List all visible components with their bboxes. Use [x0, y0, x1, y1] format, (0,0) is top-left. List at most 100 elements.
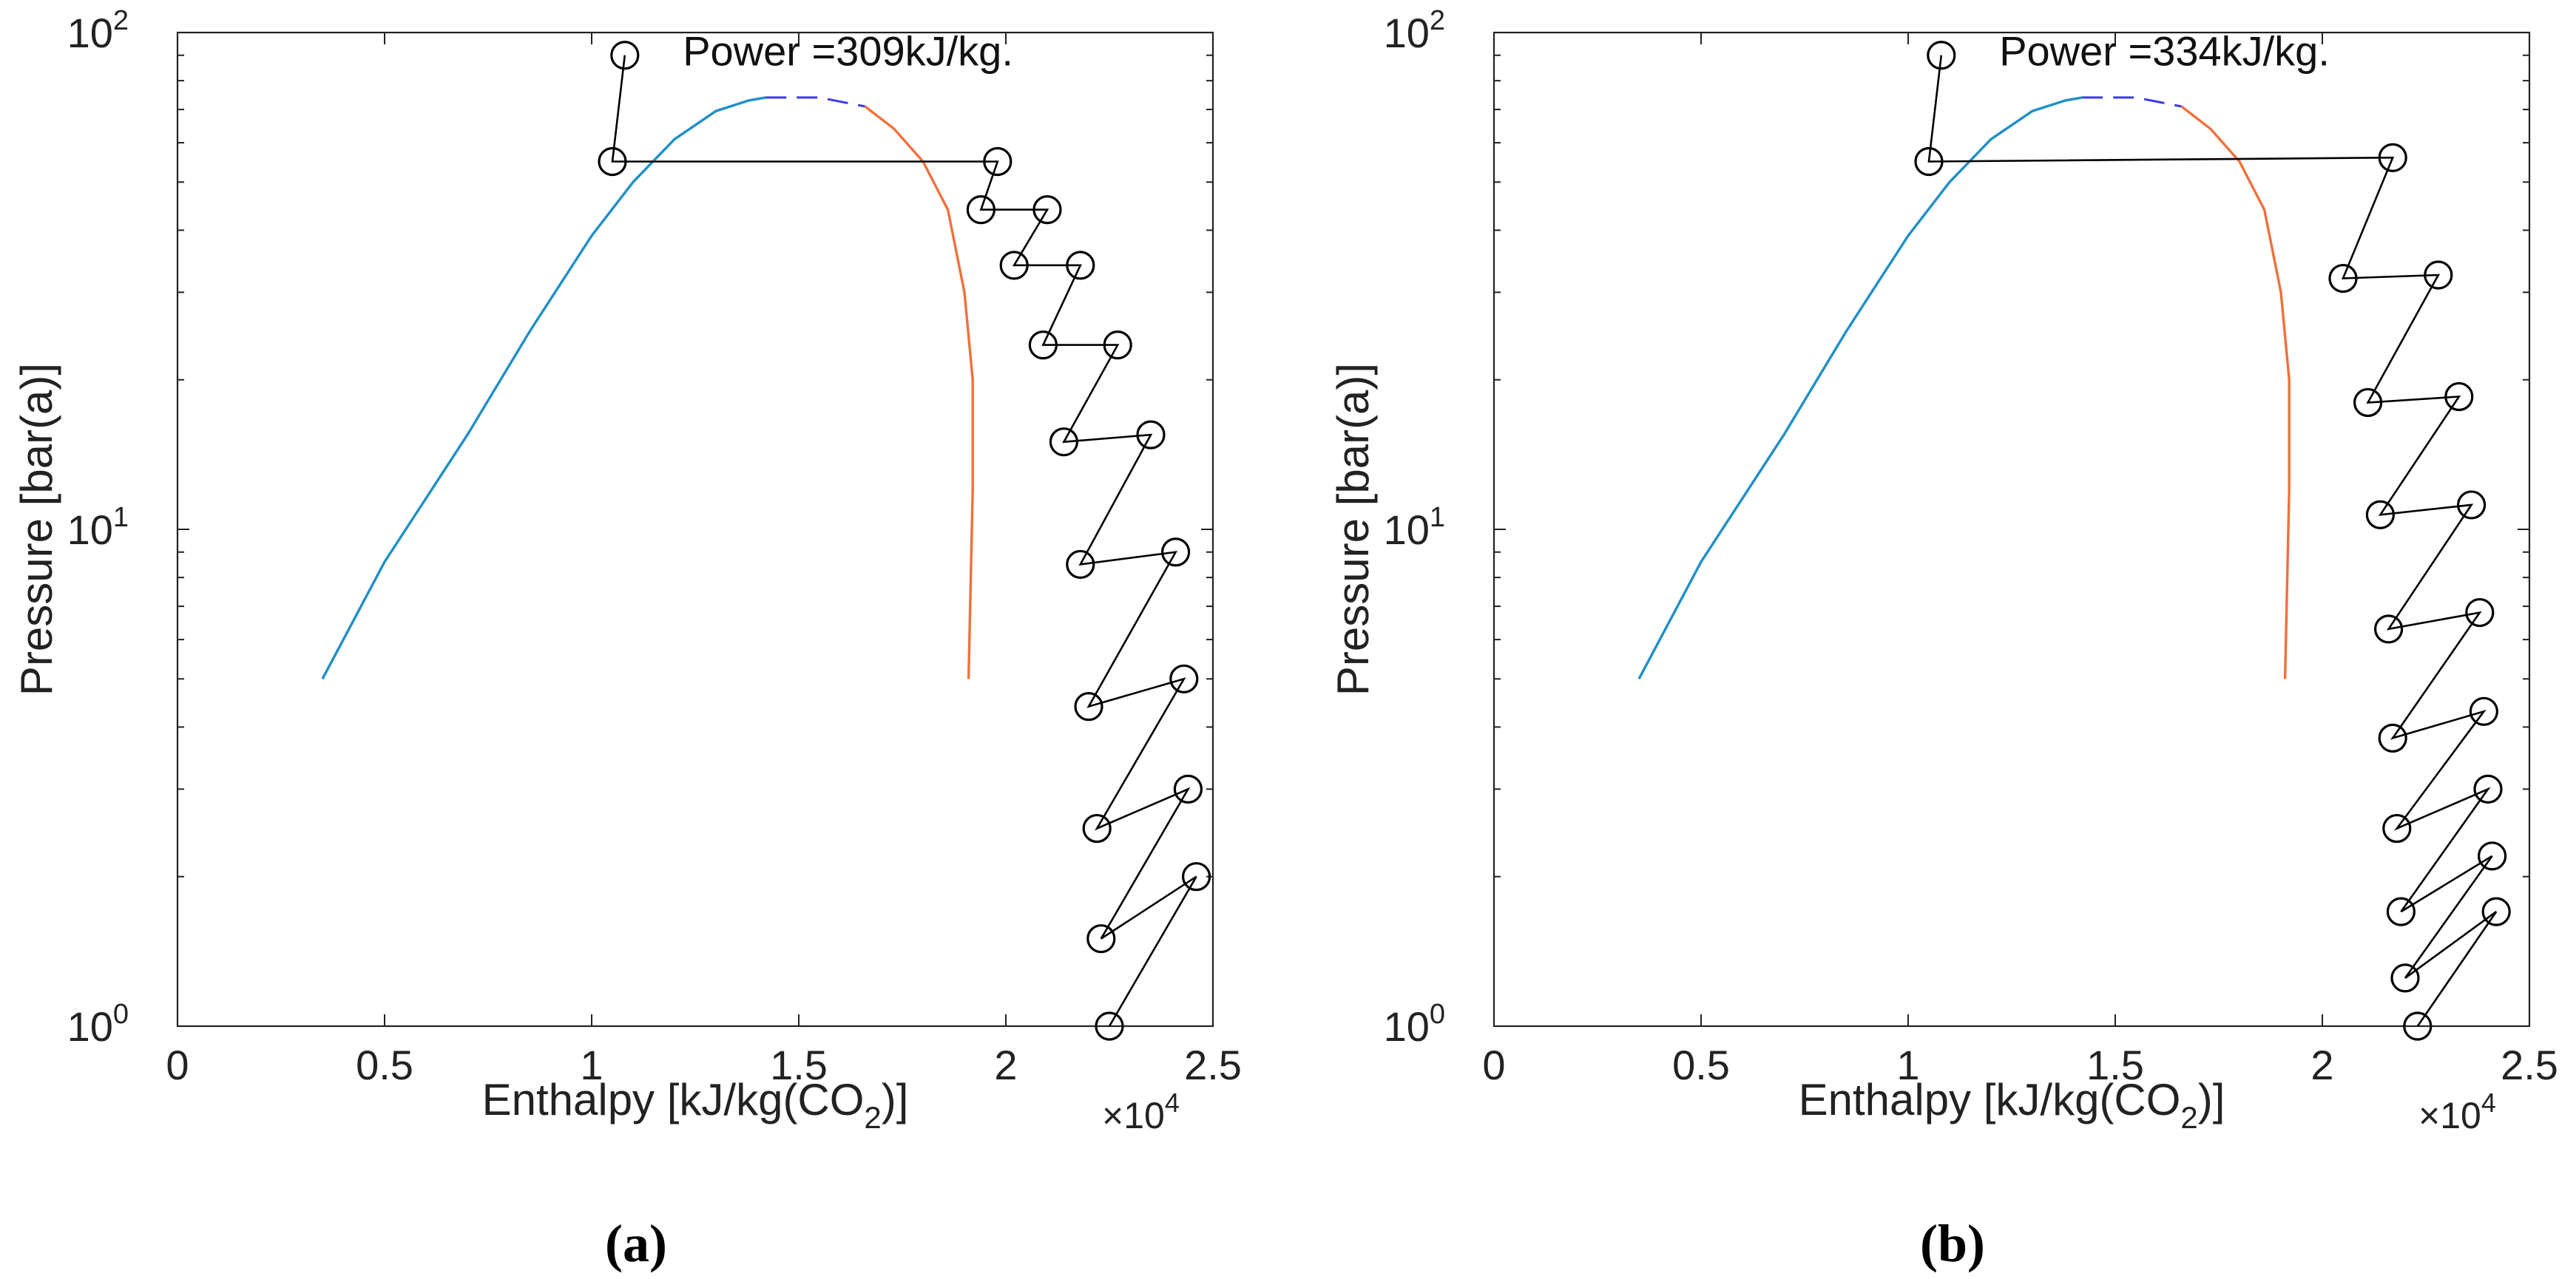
process-point — [999, 251, 1029, 280]
x-axis-label-sub: 2 — [2180, 1100, 2197, 1135]
x-tick-label: 1.5 — [770, 1042, 828, 1088]
x-tick-label: 0.5 — [356, 1042, 413, 1088]
process-point — [1160, 537, 1191, 567]
x-multiplier-exp: 4 — [1165, 1088, 1180, 1118]
process-point — [2365, 500, 2396, 529]
x-axis-multiplier: ×104 — [2418, 1088, 2496, 1136]
process-point — [2403, 1011, 2433, 1041]
critical-region-line — [765, 96, 865, 108]
y-tick-exp: 0 — [1430, 999, 1445, 1030]
x-multiplier-base: ×10 — [1102, 1095, 1165, 1136]
x-tick-label: 0 — [1482, 1042, 1505, 1088]
process-point — [983, 146, 1013, 177]
process-point — [2469, 696, 2499, 726]
process-point — [1169, 664, 1199, 693]
x-tick-label: 1 — [1896, 1042, 1919, 1088]
x-tick-label: 2 — [994, 1042, 1017, 1088]
process-point — [2424, 260, 2453, 290]
process-point — [966, 194, 996, 225]
x-tick-label: 2.5 — [2501, 1042, 2558, 1088]
process-point — [1066, 251, 1095, 280]
x-axis-multiplier: ×104 — [1102, 1088, 1180, 1136]
x-axis-label: Enthalpy [kJ/kg(CO2)] — [482, 1075, 909, 1135]
y-axis-label: Pressure [bar(a)] — [1328, 363, 1378, 696]
saturation-liquid-line — [1637, 96, 2083, 680]
process-point — [2390, 963, 2420, 993]
y-tick-base: 10 — [1384, 10, 1430, 56]
process-point — [1095, 1011, 1124, 1041]
process-point — [2456, 490, 2487, 520]
x-tick-label: 2 — [2310, 1042, 2333, 1088]
plot-area — [176, 31, 1214, 1028]
x-tick-label: 1 — [580, 1042, 603, 1088]
y-tick-base: 10 — [67, 10, 113, 56]
process-point — [1082, 813, 1112, 844]
y-tick-label: 100 — [67, 999, 129, 1050]
critical-region-line — [2082, 96, 2182, 108]
x-axis-label-end: )] — [2198, 1075, 2225, 1124]
process-point — [2444, 381, 2474, 412]
y-tick-base: 10 — [1384, 506, 1430, 553]
y-tick-base: 10 — [67, 506, 113, 553]
y-tick-exp: 2 — [1430, 5, 1445, 36]
x-axis-label-end: )] — [882, 1075, 909, 1124]
process-point — [2477, 841, 2507, 871]
x-tick-label: 1.5 — [2086, 1042, 2144, 1088]
saturation-vapor-line — [2180, 105, 2291, 679]
process-point — [2382, 813, 2412, 844]
y-tick-exp: 2 — [113, 5, 129, 36]
y-tick-base: 10 — [1384, 1003, 1430, 1050]
process-point — [2465, 597, 2495, 628]
y-tick-label: 101 — [67, 502, 129, 553]
process-point — [1028, 330, 1058, 360]
x-axis-label: Enthalpy [kJ/kg(CO2)] — [1799, 1075, 2225, 1135]
y-tick-label: 102 — [1384, 5, 1445, 56]
process-point — [1074, 691, 1103, 722]
y-tick-label: 100 — [1384, 999, 1445, 1050]
process-point — [1086, 924, 1116, 954]
process-line — [611, 55, 1197, 1027]
process-point — [1103, 330, 1132, 360]
annotation-power: Power =334kJ/kg. — [1999, 27, 2330, 74]
process-point — [598, 146, 627, 177]
process-point — [1136, 420, 1166, 449]
process-point — [610, 41, 640, 70]
process-point — [1927, 41, 1956, 70]
process-point — [1181, 862, 1211, 892]
saturation-vapor-line — [864, 105, 974, 679]
annotation-power: Power =309kJ/kg. — [683, 27, 1013, 74]
process-point — [2386, 897, 2416, 926]
x-tick-label: 0.5 — [1672, 1042, 1730, 1088]
x-axis-label-text: Enthalpy [kJ/kg(CO — [482, 1075, 865, 1124]
process-point — [2378, 143, 2407, 172]
process-point — [2373, 614, 2404, 644]
y-tick-exp: 0 — [113, 999, 129, 1030]
y-tick-exp: 1 — [1430, 502, 1445, 533]
x-tick-label: 2.5 — [1184, 1042, 1242, 1088]
y-tick-label: 101 — [1384, 502, 1445, 553]
y-tick-exp: 1 — [113, 502, 129, 533]
process-point — [1049, 427, 1079, 457]
process-point — [2473, 774, 2503, 804]
x-multiplier-base: ×10 — [2418, 1095, 2481, 1136]
process-point — [1066, 549, 1095, 580]
y-tick-label: 102 — [67, 5, 129, 56]
process-point — [1914, 146, 1944, 177]
y-axis-label: Pressure [bar(a)] — [12, 363, 61, 696]
saturation-liquid-line — [321, 96, 766, 680]
panel-caption: (b) — [1920, 1214, 1985, 1273]
process-point — [2378, 723, 2407, 753]
process-point — [2481, 897, 2511, 926]
process-point — [1032, 194, 1062, 225]
process-point — [1173, 774, 1203, 804]
x-tick-label: 0 — [166, 1042, 189, 1088]
panel-caption: (a) — [605, 1214, 667, 1273]
x-axis-label-sub: 2 — [864, 1100, 881, 1135]
x-axis-label-text: Enthalpy [kJ/kg(CO — [1799, 1075, 2181, 1124]
plot-area — [1492, 31, 2531, 1028]
